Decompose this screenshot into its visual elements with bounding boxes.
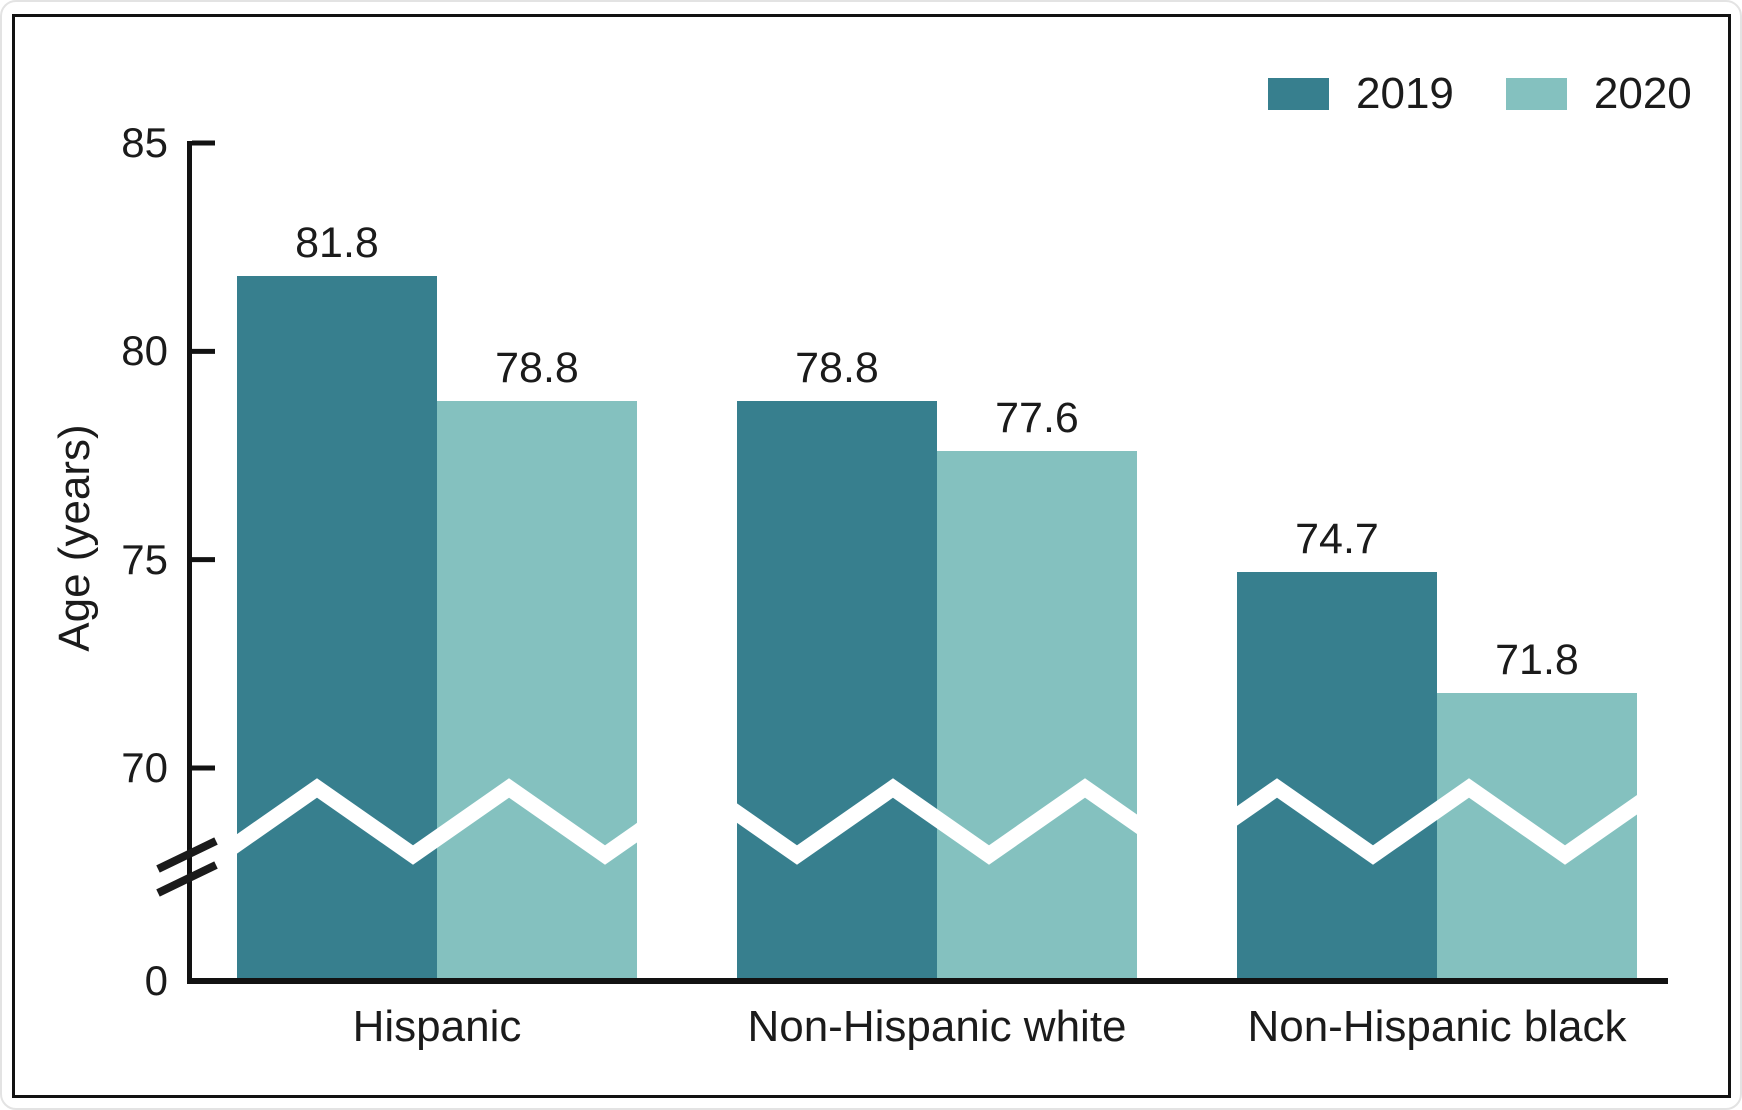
y-axis-break-slash-2 [156,861,218,897]
y-tick-label-75: 75 [121,535,168,583]
value-label-2020-hispanic: 78.8 [495,344,579,393]
legend-swatch-2019 [1268,78,1329,110]
category-label-non-hispanic-white: Non-Hispanic white [747,1002,1127,1051]
y-tick-label-80: 80 [121,327,168,375]
value-label-2019-non-hispanic-white: 78.8 [795,344,879,393]
legend: 2019 2020 [1268,72,1692,116]
value-label-2019-hispanic: 81.8 [295,219,379,268]
legend-item-2020: 2020 [1505,69,1692,118]
value-label-2020-non-hispanic-white: 77.6 [995,394,1079,443]
legend-swatch-2020 [1505,78,1567,110]
bar-2020-hispanic [437,401,637,981]
bar-2020-non-hispanic-white [937,451,1137,981]
category-label-hispanic: Hispanic [352,1002,522,1051]
bar-2019-hispanic [237,276,437,981]
zigzag-line [237,778,1637,865]
value-label-2019-non-hispanic-black: 74.7 [1295,515,1379,564]
y-tick-label-70: 70 [121,743,168,791]
y-tick-label-0: 0 [144,957,168,1004]
value-label-2020-non-hispanic-black: 71.8 [1495,635,1579,684]
bar-2019-non-hispanic-black [1237,572,1437,981]
legend-label-2019: 2019 [1356,69,1454,118]
legend-label-2020: 2020 [1593,69,1692,118]
y-tick-marks [192,140,215,771]
category-label-non-hispanic-black: Non-Hispanic black [1247,1002,1627,1051]
legend-item-2019: 2019 [1268,72,1454,116]
y-tick-label-85: 85 [121,119,168,166]
y-axis-break-slash-1 [156,837,218,873]
y-axis-title: Age (years) [50,424,99,652]
bar-2019-non-hispanic-white [737,401,937,981]
